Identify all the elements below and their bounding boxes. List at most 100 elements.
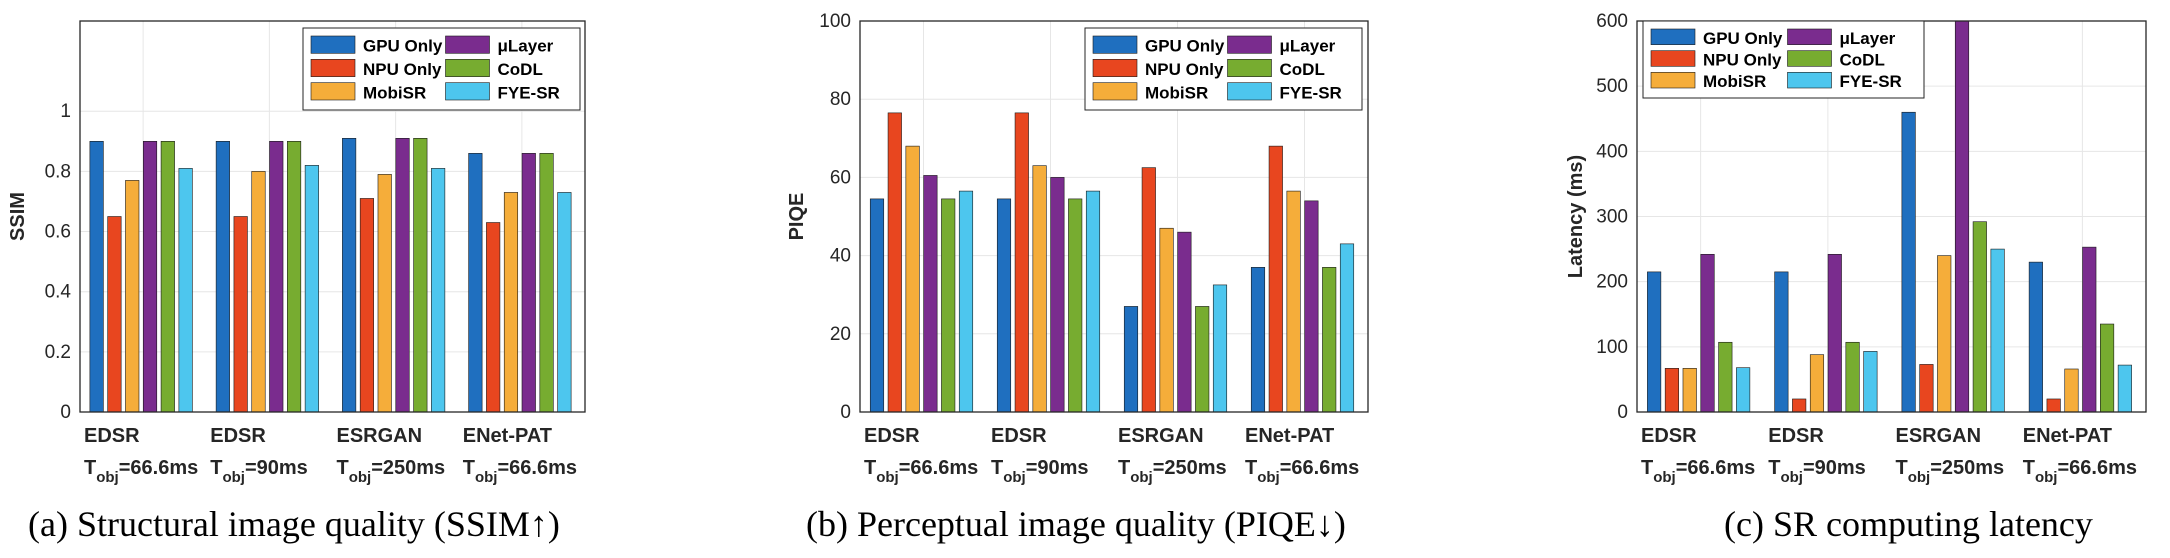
bar-2-1-3 <box>1123 306 1139 413</box>
x-tick-label-sub: Tobj=66.6ms <box>463 457 577 486</box>
y-axis-label: PIQE <box>786 193 808 241</box>
bar-2-4-1 <box>923 175 938 413</box>
y-axis-label: SSIM <box>7 192 29 241</box>
bar-1-3-1 <box>125 180 140 413</box>
bar-3-3-1 <box>1682 368 1697 413</box>
x-tick-label-sub: Tobj=66.6ms <box>2023 457 2137 486</box>
y-tick-label: 0.2 <box>45 342 71 363</box>
legend-label: FYE-SR <box>498 83 560 102</box>
x-tick-label-sub: Tobj=90ms <box>1768 457 1866 486</box>
legend-swatch <box>1227 59 1272 77</box>
bar-2-6-3 <box>1212 284 1228 413</box>
bar-1-4-1 <box>142 141 158 413</box>
bar-1-3-4 <box>503 192 519 413</box>
x-tick-label: EDSR <box>84 425 140 447</box>
x-tick-label: EDSR <box>864 425 920 447</box>
x-tick-label-sub: Tobj=66.6ms <box>84 457 198 486</box>
legend-label: MobiSR <box>363 83 426 102</box>
y-tick-label: 0 <box>840 402 851 423</box>
legend-swatch <box>445 82 490 101</box>
bar-3-1-4 <box>2028 261 2043 413</box>
bar-3-4-3 <box>1954 20 1970 413</box>
y-tick-label: 0 <box>60 402 71 423</box>
y-axis-label: Latency (ms) <box>1565 155 1587 278</box>
bar-2-4-3 <box>1177 231 1192 413</box>
legend-label: CoDL <box>498 60 543 79</box>
legend-swatch <box>1092 59 1138 77</box>
bar-2-2-2 <box>1014 112 1029 413</box>
legend-swatch <box>1092 35 1138 54</box>
bar-2-5-1 <box>941 198 956 413</box>
bar-2-6-4 <box>1339 243 1355 413</box>
bar-1-2-1 <box>107 216 122 413</box>
legend: GPU Only μLayer NPU Only CoDL MobiSR FYE-SR <box>1084 27 1363 111</box>
bar-1-4-2 <box>269 141 284 413</box>
legend-label: GPU Only <box>363 37 443 56</box>
bar-3-3-3 <box>1937 255 1952 413</box>
x-tick-label: ENet-PAT <box>2023 425 2112 447</box>
y-tick-label: 400 <box>1596 141 1628 162</box>
legend-label: CoDL <box>1840 51 1885 70</box>
legend-label: μLayer <box>1280 37 1336 56</box>
y-tick-label: 0.6 <box>45 222 71 243</box>
bar-3-5-4 <box>2100 323 2115 413</box>
x-tick-label-sub: Tobj=66.6ms <box>864 457 978 486</box>
bar-2-3-2 <box>1032 165 1047 413</box>
x-tick-label: EDSR <box>210 425 266 447</box>
bar-2-5-3 <box>1195 306 1210 413</box>
bar-1-3-3 <box>377 174 392 413</box>
legend-swatch <box>445 35 490 54</box>
bar-3-2-1 <box>1664 368 1679 413</box>
bar-3-2-2 <box>1792 398 1807 413</box>
legend-label: MobiSR <box>1145 83 1208 102</box>
chart-panel-3: 0 100 200 300 400 500 600 EDSR Tobj=66.6ms EDSR To… <box>1565 11 2147 544</box>
bar-1-5-1 <box>160 141 175 413</box>
bar-3-1-1 <box>1647 271 1662 413</box>
bar-3-4-2 <box>1827 253 1842 413</box>
bar-3-6-3 <box>1990 248 2005 413</box>
y-tick-label: 60 <box>830 167 851 188</box>
y-tick-label: 40 <box>830 246 851 267</box>
bar-3-4-1 <box>1700 253 1715 413</box>
legend-swatch <box>310 35 356 54</box>
legend-swatch <box>1787 50 1832 67</box>
x-tick-label: ESRGAN <box>337 425 423 447</box>
x-tick-label-sub: Tobj=90ms <box>991 457 1089 486</box>
legend-label: MobiSR <box>1703 72 1766 91</box>
bar-2-4-2 <box>1050 177 1065 413</box>
x-tick-label-sub: Tobj=90ms <box>210 457 308 486</box>
bar-2-6-1 <box>958 190 974 413</box>
bar-1-6-3 <box>431 168 446 413</box>
y-tick-label: 0.4 <box>45 282 72 303</box>
bar-3-4-4 <box>2082 246 2097 413</box>
y-tick-label: 0 <box>1617 402 1628 423</box>
x-tick-label: ESRGAN <box>1896 425 1982 447</box>
bar-1-2-2 <box>233 216 248 413</box>
bar-3-2-4 <box>2046 398 2061 413</box>
x-tick-label-sub: Tobj=250ms <box>1896 457 2005 486</box>
bar-3-6-2 <box>1863 351 1878 413</box>
bar-3-2-3 <box>1919 364 1934 413</box>
bar-2-1-4 <box>1250 267 1266 413</box>
x-tick-label-sub: Tobj=66.6ms <box>1641 457 1755 486</box>
bar-2-5-4 <box>1322 267 1337 413</box>
bar-1-6-1 <box>178 168 193 413</box>
legend-label: FYE-SR <box>1280 83 1342 102</box>
bar-1-6-2 <box>304 165 319 413</box>
bar-2-4-4 <box>1304 200 1319 413</box>
legend-swatch <box>1650 72 1696 89</box>
chart-panel-2: 0 20 40 60 80 100 EDSR Tobj=66.6ms EDSR Tobj=90ms… <box>786 11 1369 544</box>
chart-panel-1: 0 0.2 0.4 0.6 0.8 1 EDSR Tobj=66.6ms EDSR Tobj=90… <box>7 20 586 544</box>
y-tick-label: 0.8 <box>45 161 71 182</box>
panel-caption: (c) SR computing latency <box>1724 504 2093 544</box>
legend-label: GPU Only <box>1703 29 1783 48</box>
legend-swatch <box>1650 50 1696 67</box>
bar-1-1-2 <box>215 141 230 413</box>
y-tick-label: 500 <box>1596 76 1628 97</box>
bar-1-5-4 <box>539 153 554 413</box>
bar-2-6-2 <box>1085 190 1101 413</box>
bar-3-6-1 <box>1736 367 1751 413</box>
bar-3-6-4 <box>2117 364 2132 413</box>
legend-label: CoDL <box>1280 60 1325 79</box>
bar-2-2-4 <box>1268 145 1283 413</box>
